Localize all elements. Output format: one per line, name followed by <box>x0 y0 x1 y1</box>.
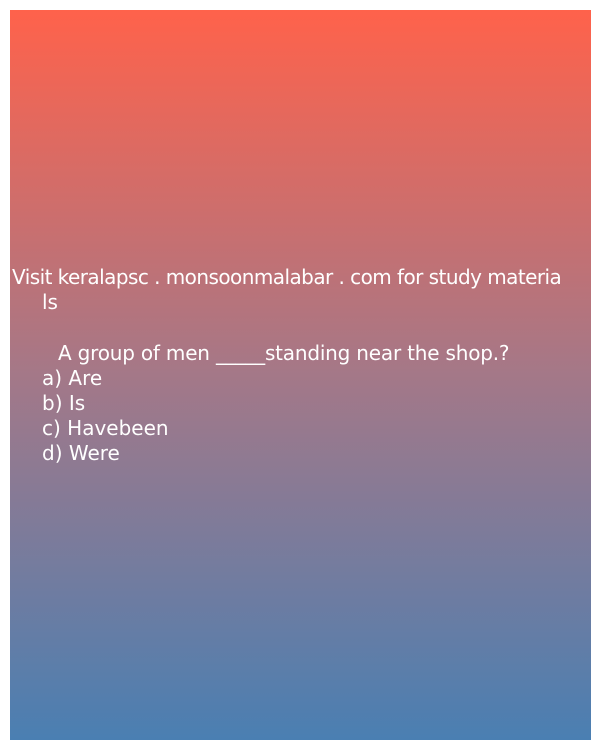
question-card: Visit keralapsc . monsoonmalabar . com f… <box>10 10 591 740</box>
option-d: d) Were <box>42 441 120 465</box>
option-c: c) Havebeen <box>42 416 169 440</box>
site-promo-line-1: Visit keralapsc . monsoonmalabar . com f… <box>12 265 562 289</box>
question-text: A group of men _____standing near the sh… <box>58 341 510 365</box>
option-b: b) Is <box>42 391 86 415</box>
option-a: a) Are <box>42 366 103 390</box>
site-promo-line-2: ls <box>42 290 58 314</box>
